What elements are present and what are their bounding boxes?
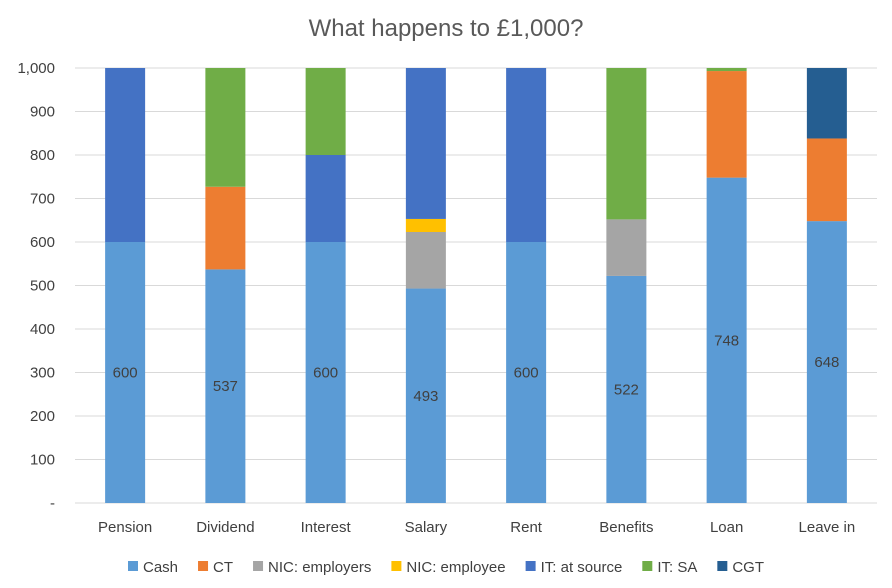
legend-swatch [642,561,653,571]
legend-swatch [253,561,264,571]
data-label: 493 [413,388,438,405]
bars [105,68,847,503]
y-tick-label: 800 [30,147,55,164]
y-tick-label: 200 [30,408,55,425]
legend-swatch [128,561,138,571]
data-label: 522 [614,381,639,398]
bar-segment [305,242,346,503]
bar-segment [305,155,346,242]
bar-segment [405,288,446,503]
y-tick-label: 600 [30,234,55,251]
legend-label: IT: at source [541,559,623,576]
x-axis-categories: Pension Dividend Interest Salary Rent Benefit… [98,519,855,536]
legend-swatch [717,561,728,571]
x-category-label: Loan [710,519,743,536]
chart-title: What happens to £1,000? [309,15,584,42]
y-tick-label: 900 [30,104,55,121]
bar-segment [305,68,346,155]
bar-segment [606,275,647,503]
legend-item: IT: at source [525,559,623,576]
bar-segment [205,269,246,503]
y-tick-label: - [50,495,55,512]
x-category-label: Benefits [599,519,653,536]
data-label: 537 [213,378,238,395]
bar-segment [806,68,847,139]
bar-segment [606,219,647,276]
bar-segment [105,68,146,242]
bar-segment [506,242,547,503]
legend-swatch [525,561,536,571]
legend-swatch [198,561,209,571]
y-tick-label: 400 [30,321,55,338]
y-tick-label: 500 [30,278,55,295]
legend-label: IT: SA [657,559,697,576]
x-category-label: Rent [510,519,543,536]
data-label: 748 [714,332,739,349]
bar-segment [806,138,847,222]
y-tick-label: 1,000 [17,60,55,77]
legend-item: CGT [717,559,764,576]
legend-item: CT [198,559,233,576]
bar-segment [706,71,747,178]
legend-item: Cash [128,559,178,576]
bar-segment [506,68,547,242]
y-tick-label: 300 [30,365,55,382]
legend-swatch [391,561,402,571]
bar-segment [405,231,446,289]
bar-segment [806,221,847,503]
x-category-label: Pension [98,519,152,536]
y-axis-ticks: - 100 200 300 400 500 600 700 800 900 1,000 [17,60,55,512]
legend-label: Cash [143,559,178,576]
data-label: 648 [814,354,839,371]
bar-segment [706,68,747,72]
x-category-label: Interest [301,519,352,536]
bar-segment [205,186,246,270]
gridlines [75,67,877,504]
bar-segment [606,68,647,220]
y-tick-label: 100 [30,452,55,469]
legend-label: NIC: employee [406,559,505,576]
x-category-label: Dividend [196,519,254,536]
x-category-label: Salary [405,519,448,536]
y-tick-label: 700 [30,191,55,208]
data-labels: 600 537 600 493 600 522 748 648 [113,332,840,404]
legend-item: NIC: employee [391,559,506,576]
legend-label: CGT [732,559,764,576]
bar-segment [405,68,446,219]
data-label: 600 [113,365,138,382]
legend-item: IT: SA [642,559,697,576]
bar-segment [706,177,747,503]
legend-label: CT [213,559,233,576]
legend-label: NIC: employers [268,559,371,576]
bar-segment [205,68,246,187]
bar-segment [105,242,146,503]
legend: Cash CT NIC: employers NIC: employee IT: at … [128,559,764,576]
data-label: 600 [313,365,338,382]
bar-segment [405,218,446,232]
x-category-label: Leave in [799,519,856,536]
legend-item: NIC: employers [253,559,371,576]
data-label: 600 [514,365,539,382]
